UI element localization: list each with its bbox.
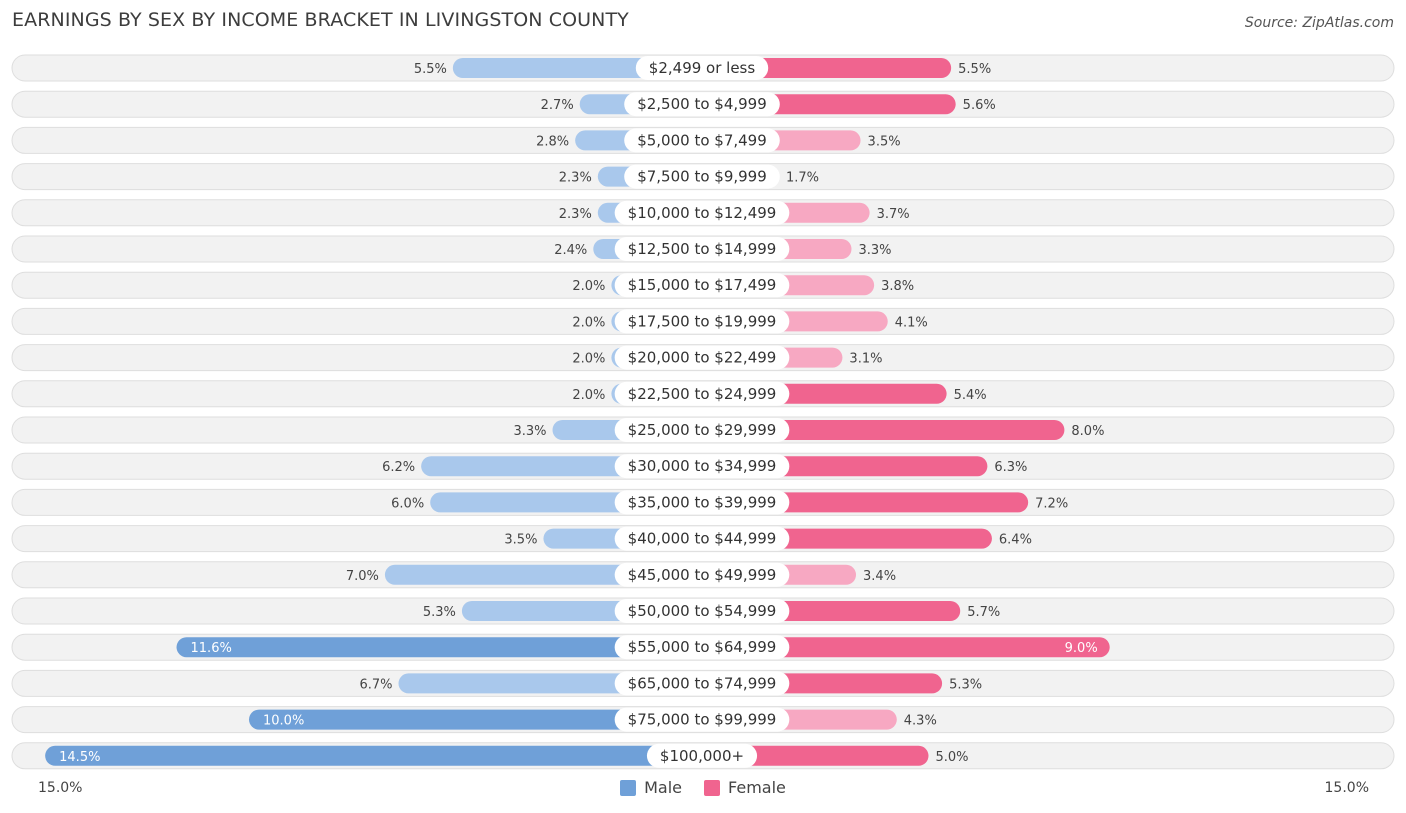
male-value-label: 6.0%: [391, 496, 424, 511]
male-value-label: 2.3%: [559, 207, 592, 222]
male-value-label: 3.3%: [513, 424, 546, 439]
female-value-label: 5.7%: [967, 605, 1000, 620]
category-label-pill: [614, 707, 790, 732]
female-value-label: 5.0%: [936, 750, 969, 765]
category-label-pill: [646, 743, 758, 768]
female-bar: [702, 637, 1110, 658]
category-label: $15,000 to $17,499: [628, 276, 777, 294]
category-label: $35,000 to $39,999: [628, 493, 777, 511]
category-label: $17,500 to $19,999: [628, 312, 777, 330]
category-label: $25,000 to $29,999: [628, 421, 777, 439]
female-value-label: 4.1%: [895, 315, 928, 330]
male-value-label: 2.7%: [541, 98, 574, 113]
category-label-pill: [614, 526, 790, 551]
female-value-label: 3.3%: [858, 243, 891, 258]
category-label-pill: [624, 128, 780, 153]
category-label: $2,499 or less: [649, 59, 756, 77]
category-label: $65,000 to $74,999: [628, 674, 777, 692]
legend-item-male[interactable]: Male: [620, 778, 682, 797]
axis-right-label: 15.0%: [1324, 780, 1369, 796]
male-value-label: 6.2%: [382, 460, 415, 475]
category-label: $22,500 to $24,999: [628, 385, 777, 403]
female-value-label: 3.8%: [881, 279, 914, 294]
male-value-label: 2.3%: [559, 171, 592, 186]
category-label-pill: [624, 92, 780, 117]
male-bar: [45, 745, 702, 766]
category-label-pill: [614, 200, 790, 225]
category-label-pill: [614, 635, 790, 660]
male-value-label: 6.7%: [359, 677, 392, 692]
male-value-label: 2.4%: [554, 243, 587, 258]
male-bar: [176, 637, 702, 658]
female-value-label: 5.5%: [958, 62, 991, 77]
axis-left-label: 15.0%: [38, 780, 83, 796]
female-value-label: 5.6%: [963, 98, 996, 113]
male-value-label: 2.0%: [572, 352, 605, 367]
source-credit: Source: ZipAtlas.com: [1244, 15, 1394, 31]
female-bar: [702, 745, 929, 766]
chart-title: EARNINGS BY SEX BY INCOME BRACKET IN LIV…: [12, 9, 629, 31]
legend-item-female[interactable]: Female: [704, 778, 786, 797]
female-value-label: 3.7%: [877, 207, 910, 222]
category-label: $10,000 to $12,499: [628, 204, 777, 222]
category-label: $5,000 to $7,499: [637, 131, 767, 149]
category-label-pill: [635, 56, 769, 80]
female-value-label: 3.4%: [863, 569, 896, 584]
male-value-label: 5.3%: [423, 605, 456, 620]
female-value-label: 3.1%: [849, 352, 882, 367]
category-label-pill: [614, 490, 790, 515]
legend-female-label: Female: [728, 778, 786, 797]
male-bar: [249, 709, 702, 730]
male-value-label: 2.8%: [536, 134, 569, 149]
category-label: $50,000 to $54,999: [628, 602, 777, 620]
category-label: $2,500 to $4,999: [637, 95, 767, 113]
category-label: $40,000 to $44,999: [628, 530, 777, 548]
male-value-label: 5.5%: [414, 62, 447, 77]
category-label: $45,000 to $49,999: [628, 566, 777, 584]
legend: Male Female: [0, 778, 1406, 797]
female-value-label: 5.3%: [949, 677, 982, 692]
female-value-label: 7.2%: [1035, 496, 1068, 511]
legend-male-label: Male: [644, 778, 683, 797]
female-value-label: 6.4%: [999, 533, 1032, 548]
category-label: $55,000 to $64,999: [628, 638, 777, 656]
category-label-pill: [614, 454, 790, 479]
category-label-pill: [614, 418, 790, 442]
female-value-label: 1.7%: [786, 171, 819, 186]
female-value-label: 4.3%: [904, 714, 937, 729]
male-value-label: 11.6%: [191, 641, 232, 656]
male-swatch-icon: [620, 779, 637, 796]
category-label-pill: [614, 237, 790, 261]
category-label: $7,500 to $9,999: [637, 168, 767, 186]
category-label: $12,500 to $14,999: [628, 240, 777, 258]
category-label: $20,000 to $22,499: [628, 349, 777, 367]
male-value-label: 2.0%: [572, 279, 605, 294]
male-value-label: 7.0%: [346, 569, 379, 584]
female-bar: [702, 420, 1065, 440]
category-label-pill: [614, 273, 790, 298]
category-label: $75,000 to $99,999: [628, 711, 777, 729]
female-value-label: 9.0%: [1065, 641, 1098, 656]
category-label-pill: [614, 345, 790, 370]
male-value-label: 2.0%: [572, 388, 605, 403]
category-label-pill: [614, 671, 790, 696]
female-value-label: 5.4%: [954, 388, 987, 403]
category-label-pill: [614, 599, 790, 623]
category-label-pill: [614, 381, 790, 406]
male-value-label: 14.5%: [59, 750, 100, 765]
male-value-label: 3.5%: [504, 533, 537, 548]
category-label-pill: [624, 164, 780, 189]
category-label: $100,000+: [660, 747, 744, 765]
female-value-label: 6.3%: [994, 460, 1027, 475]
category-label-pill: [614, 309, 790, 334]
male-value-label: 10.0%: [263, 714, 304, 729]
male-value-label: 2.0%: [572, 315, 605, 330]
female-value-label: 3.5%: [868, 134, 901, 149]
category-label-pill: [614, 562, 790, 587]
female-value-label: 8.0%: [1071, 424, 1104, 439]
category-label: $30,000 to $34,999: [628, 457, 777, 475]
female-swatch-icon: [704, 779, 721, 796]
